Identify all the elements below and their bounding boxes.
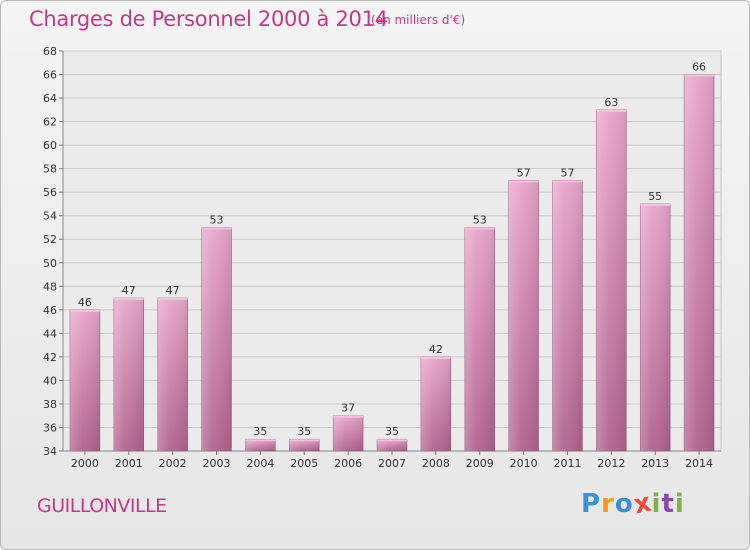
value-label-2011: 57 <box>560 166 574 179</box>
value-label-2006: 37 <box>341 402 355 415</box>
x-tick-label-2011: 2011 <box>553 457 581 470</box>
value-label-2002: 47 <box>166 284 180 297</box>
y-tick-label: 56 <box>43 186 57 199</box>
y-tick-label: 64 <box>43 92 57 105</box>
value-label-2001: 47 <box>122 284 136 297</box>
y-tick-label: 38 <box>43 398 57 411</box>
bar-top-edge-2012 <box>596 109 627 112</box>
bar-shine-2009 <box>464 227 495 451</box>
x-tick-label-2002: 2002 <box>159 457 187 470</box>
y-tick-label: 44 <box>43 327 57 340</box>
bar-top-edge-2013 <box>640 203 671 206</box>
chart-title: Charges de Personnel 2000 à 2014 <box>29 7 388 31</box>
value-label-2004: 35 <box>253 425 267 438</box>
value-label-2013: 55 <box>648 190 662 203</box>
value-label-2003: 53 <box>210 213 224 226</box>
bar-top-edge-2009 <box>464 227 495 230</box>
value-label-2005: 35 <box>297 425 311 438</box>
logo-letter: o <box>614 489 634 519</box>
y-tick-label: 40 <box>43 374 57 387</box>
y-tick-label: 62 <box>43 116 57 129</box>
bar-shine-2011 <box>552 180 583 452</box>
y-tick-label: 42 <box>43 351 57 364</box>
y-tick-label: 36 <box>43 421 57 434</box>
y-tick-label: 46 <box>43 304 57 317</box>
value-label-2009: 53 <box>473 213 487 226</box>
bar-top-edge-2014 <box>684 74 714 77</box>
x-tick-label-2014: 2014 <box>685 457 713 470</box>
x-tick-label-2007: 2007 <box>378 457 406 470</box>
bar-top-edge-2000 <box>70 309 100 312</box>
y-tick-label: 54 <box>43 210 57 223</box>
y-tick-label: 50 <box>43 257 57 270</box>
logo-letter: P <box>581 489 602 519</box>
y-tick-label: 52 <box>43 233 57 246</box>
x-tick-label-2000: 2000 <box>71 457 99 470</box>
value-label-2012: 63 <box>604 96 618 109</box>
y-tick-label: 48 <box>43 280 57 293</box>
x-tick-label-2006: 2006 <box>334 457 362 470</box>
bar-shine-2013 <box>640 203 671 451</box>
bar-shine-2008 <box>420 356 451 451</box>
bar-shine-2005 <box>289 439 320 451</box>
bar-top-edge-2001 <box>113 298 144 301</box>
logo-letter: i <box>651 489 662 519</box>
bar-top-edge-2006 <box>333 415 364 418</box>
x-tick-label-2001: 2001 <box>115 457 143 470</box>
value-label-2000: 46 <box>78 296 92 309</box>
y-tick-label: 60 <box>43 139 57 152</box>
x-tick-label-2009: 2009 <box>466 457 494 470</box>
bar-top-edge-2004 <box>245 439 276 442</box>
y-tick-label: 68 <box>43 45 57 58</box>
logo-letter: r <box>601 489 615 519</box>
bar-top-edge-2011 <box>552 180 583 183</box>
x-tick-label-2012: 2012 <box>597 457 625 470</box>
bar-top-edge-2007 <box>377 439 407 442</box>
bar-shine-2007 <box>377 439 407 451</box>
bar-shine-2004 <box>245 439 276 451</box>
bar-shine-2010 <box>508 180 539 452</box>
y-tick-label: 58 <box>43 163 57 176</box>
logo-letter: t <box>661 489 675 519</box>
x-tick-label-2004: 2004 <box>246 457 274 470</box>
value-label-2007: 35 <box>385 425 399 438</box>
x-tick-label-2013: 2013 <box>641 457 669 470</box>
bar-top-edge-2005 <box>289 439 320 442</box>
bar-shine-2000 <box>70 309 100 451</box>
y-tick-label: 34 <box>43 445 57 458</box>
x-tick-label-2003: 2003 <box>203 457 231 470</box>
logo-letter: i <box>674 489 685 519</box>
town-name: GUILLONVILLE <box>37 495 167 517</box>
bar-top-edge-2008 <box>420 356 451 359</box>
bar-shine-2014 <box>684 74 714 451</box>
bar-shine-2012 <box>596 109 627 451</box>
x-tick-label-2005: 2005 <box>290 457 318 470</box>
bar-top-edge-2010 <box>508 180 539 183</box>
bar-top-edge-2003 <box>201 227 232 230</box>
bar-top-edge-2002 <box>157 298 188 301</box>
bar-shine-2001 <box>113 298 144 451</box>
bar-shine-2003 <box>201 227 232 451</box>
value-label-2014: 66 <box>692 61 706 74</box>
x-tick-label-2008: 2008 <box>422 457 450 470</box>
proxiti-logo: Proxiti <box>581 487 685 520</box>
chart-subtitle: (en milliers d'€) <box>371 13 466 27</box>
value-label-2008: 42 <box>429 343 443 356</box>
bar-shine-2006 <box>333 415 364 451</box>
y-tick-label: 66 <box>43 69 57 82</box>
bar-shine-2002 <box>157 298 188 451</box>
x-tick-label-2010: 2010 <box>510 457 538 470</box>
value-label-2010: 57 <box>517 166 531 179</box>
